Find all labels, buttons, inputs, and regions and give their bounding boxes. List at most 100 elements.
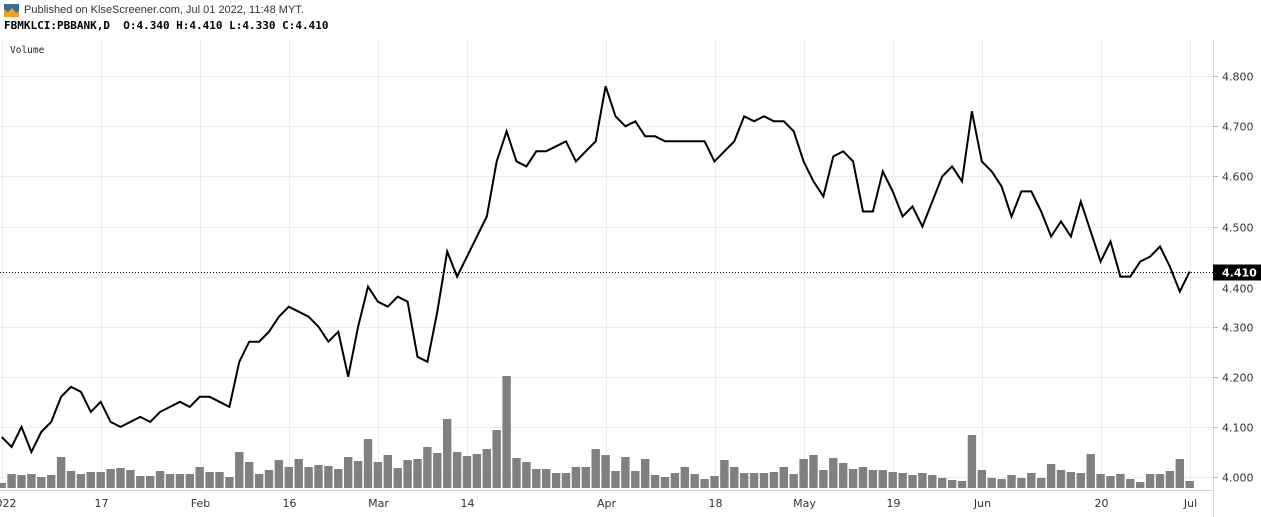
- volume-bar: [324, 466, 333, 488]
- volume-bar: [254, 474, 264, 488]
- volume-bar: [1027, 473, 1036, 488]
- published-text: Published on KlseScreener.com, Jul 01 20…: [24, 4, 304, 16]
- volume-bar: [502, 376, 511, 488]
- volume-bar: [1116, 474, 1125, 488]
- volume-bar: [680, 467, 689, 488]
- time-tick-label: Jul: [1183, 497, 1197, 510]
- price-tick-label: 4.400: [1222, 283, 1254, 296]
- volume-bar: [512, 458, 521, 488]
- time-tick-label: 2022: [0, 497, 17, 510]
- volume-bar: [106, 469, 115, 488]
- volume-bar: [749, 473, 759, 488]
- price-tick-label: 4.600: [1222, 171, 1254, 184]
- volume-bar: [611, 471, 620, 488]
- volume-bar: [334, 469, 343, 488]
- volume-bar: [829, 458, 838, 488]
- price-tick-label: 4.500: [1222, 222, 1254, 235]
- volume-bar: [205, 472, 214, 488]
- volume-bar: [195, 467, 204, 488]
- volume-bar: [116, 468, 125, 488]
- volume-bar: [759, 473, 769, 488]
- volume-bar: [650, 475, 660, 488]
- volume-bar: [809, 455, 818, 488]
- volume-bar: [888, 472, 897, 488]
- time-tick-label: 16: [283, 497, 297, 510]
- volume-bar: [1037, 478, 1046, 488]
- volume-bar: [225, 477, 234, 488]
- volume-bar: [96, 472, 105, 488]
- volume-bar: [136, 476, 145, 488]
- volume-bar: [571, 467, 581, 488]
- time-tick-label: 18: [709, 497, 723, 510]
- volume-bar: [344, 457, 353, 488]
- price-line: [0, 85, 1191, 455]
- volume-bar: [641, 459, 650, 488]
- volume-bar: [126, 470, 135, 488]
- volume-bar: [1136, 482, 1145, 488]
- volume-bar: [740, 473, 749, 488]
- volume-bar: [146, 476, 155, 488]
- volume-bar: [878, 470, 887, 488]
- volume-pane-label: Volume: [10, 45, 45, 56]
- volume-bar: [37, 477, 46, 488]
- price-tick-label: 4.700: [1222, 121, 1254, 134]
- price-tick-label: 4.100: [1222, 422, 1254, 435]
- volume-bar: [423, 447, 432, 488]
- volume-bar: [660, 477, 670, 488]
- time-tick-label: Apr: [597, 497, 617, 510]
- volume-bar: [294, 459, 303, 488]
- volume-bar: [274, 460, 284, 488]
- volume-bar: [363, 439, 373, 488]
- time-tick-label: May: [793, 497, 816, 510]
- volume-bar: [1126, 479, 1135, 488]
- volume-bar: [66, 471, 76, 488]
- volume-bar: [730, 467, 739, 488]
- volume-bar: [353, 461, 363, 488]
- volume-bar: [76, 474, 86, 488]
- volume-bar: [997, 479, 1006, 488]
- volume-bar: [383, 455, 392, 488]
- volume-bar: [1106, 476, 1115, 488]
- volume-bar: [433, 453, 442, 488]
- time-axis: 2022 17 Feb 16 Mar 14 Apr 18 May 19 Jun 20 Jul: [0, 497, 1197, 510]
- volume-bar: [977, 470, 986, 488]
- price-tick-label: 4.800: [1222, 71, 1254, 84]
- volume-bar: [561, 473, 571, 488]
- volume-bar: [185, 474, 194, 488]
- volume-bar: [17, 475, 26, 488]
- klsescreener-logo-icon: [4, 3, 19, 17]
- price-axis: 4.000 4.100 4.200 4.300 4.400 4.500 4.600 4.700…: [1213, 71, 1254, 485]
- volume-bar: [284, 467, 293, 488]
- volume-bar: [175, 474, 185, 488]
- volume-bar: [898, 473, 907, 488]
- volume-bar: [631, 471, 640, 488]
- volume-bar: [947, 480, 957, 488]
- volume-bars: [0, 376, 1194, 488]
- volume-bar: [799, 459, 808, 488]
- volume-bar: [413, 459, 422, 488]
- volume-bar: [373, 462, 383, 488]
- volume-bar: [819, 470, 828, 488]
- volume-bar: [938, 478, 947, 488]
- volume-bar: [918, 473, 927, 488]
- price-tick-label: 4.000: [1222, 472, 1254, 485]
- price-tick-label: 4.300: [1222, 322, 1254, 335]
- volume-bar: [86, 472, 95, 488]
- volume-bar: [1017, 478, 1026, 488]
- volume-bar: [304, 467, 313, 488]
- volume-bar: [1066, 472, 1076, 488]
- volume-bar: [314, 465, 323, 488]
- volume-bar: [7, 474, 16, 488]
- volume-bar: [1046, 464, 1056, 488]
- volume-bar: [1145, 474, 1155, 488]
- time-tick-label: 14: [461, 497, 475, 510]
- time-tick-label: Jun: [973, 497, 991, 510]
- volume-bar: [621, 457, 630, 488]
- volume-bar: [452, 452, 462, 488]
- volume-bar: [1155, 474, 1165, 488]
- volume-bar: [0, 483, 6, 488]
- volume-bar: [710, 476, 719, 488]
- volume-bar: [551, 473, 561, 488]
- time-tick-label: 17: [95, 497, 109, 510]
